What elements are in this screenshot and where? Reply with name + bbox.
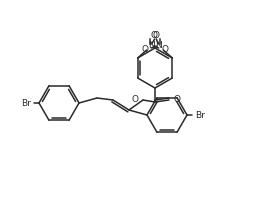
- Text: O: O: [152, 30, 159, 40]
- Text: O: O: [161, 44, 168, 54]
- Text: O: O: [173, 95, 180, 105]
- Text: Br: Br: [21, 98, 31, 108]
- Text: O: O: [151, 30, 158, 40]
- Text: N: N: [148, 41, 155, 51]
- Text: N: N: [155, 41, 162, 51]
- Text: Br: Br: [195, 111, 205, 119]
- Text: O: O: [142, 44, 149, 54]
- Text: O: O: [132, 95, 139, 103]
